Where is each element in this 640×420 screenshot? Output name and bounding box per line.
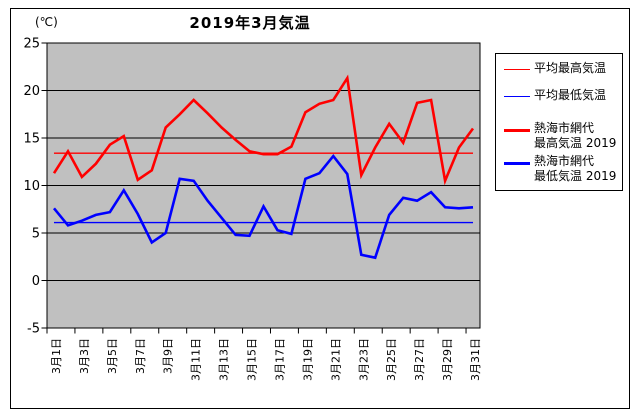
legend-item-1: 平均最高気温 <box>504 61 618 76</box>
x-tick-label-15: 3月15日 <box>246 338 259 381</box>
x-tick-label-23: 3月23日 <box>357 338 370 381</box>
legend-item-4: 熱海市網代 最低気温 2019 <box>504 154 618 184</box>
legend-item-label: 熱海市網代 最高気温 2019 <box>534 121 616 151</box>
legend-item-2: 平均最低気温 <box>504 88 618 103</box>
legend-label-line: 最高気温 2019 <box>534 136 617 150</box>
y-tick-label-20: 20 <box>23 84 40 99</box>
series-line-3 <box>52 154 474 260</box>
x-tick-label-19: 3月19日 <box>301 338 314 381</box>
x-tick-label-29: 3月29日 <box>441 338 454 381</box>
legend-label-line: 熱海市網代 <box>534 121 595 135</box>
y-axis-unit-label: (℃) <box>35 15 58 29</box>
y-tick-label-5: 5 <box>32 227 40 242</box>
x-tick-label-25: 3月25日 <box>385 338 398 381</box>
x-tick-label-7: 3月7日 <box>134 338 147 374</box>
x-tick-label-3: 3月3日 <box>78 338 91 374</box>
legend-label-line: 熱海市網代 <box>534 154 595 168</box>
y-tick-label-10: 10 <box>23 179 40 194</box>
y-tick-label-0: 0 <box>32 274 40 289</box>
y-tick-label-25: 25 <box>23 37 40 52</box>
legend-item-label: 平均最低気温 <box>534 88 606 103</box>
thin-red-swatch-icon <box>504 69 530 70</box>
chart-title: 2019年3月気温 <box>189 14 311 32</box>
x-tick-label-17: 3月17日 <box>273 338 286 381</box>
x-tick-label-11: 3月11日 <box>190 338 203 381</box>
legend-label-line: 最低気温 2019 <box>534 169 617 183</box>
x-tick-label-31: 3月31日 <box>469 338 482 381</box>
x-tick-label-27: 3月27日 <box>413 338 426 381</box>
x-tick-label-21: 3月21日 <box>329 338 342 381</box>
legend-item-3: 熱海市網代 最高気温 2019 <box>504 121 618 151</box>
y-tick-label--5: -5 <box>27 322 40 337</box>
plot-border <box>46 42 481 329</box>
x-tick-label-5: 3月5日 <box>106 338 119 374</box>
legend-label-line: 平均最低気温 <box>534 88 607 102</box>
thick-red-swatch-icon <box>504 129 530 132</box>
legend-item-label: 熱海市網代 最低気温 2019 <box>534 154 616 184</box>
x-tick-label-1: 3月1日 <box>50 338 63 374</box>
legend-item-label: 平均最高気温 <box>534 61 606 76</box>
legend-box: 平均最高気温 平均最低気温 熱海市網代 最高気温 2019 熱海市網代 最低気温 2019 <box>495 53 623 191</box>
legend-label-line: 平均最高気温 <box>534 61 607 75</box>
thin-blue-swatch-icon <box>504 96 530 97</box>
thick-blue-swatch-icon <box>504 162 530 165</box>
x-tick-label-13: 3月13日 <box>218 338 231 381</box>
x-tick-label-9: 3月9日 <box>162 338 175 374</box>
y-tick-label-15: 15 <box>23 132 40 147</box>
series-line-2 <box>52 74 475 186</box>
